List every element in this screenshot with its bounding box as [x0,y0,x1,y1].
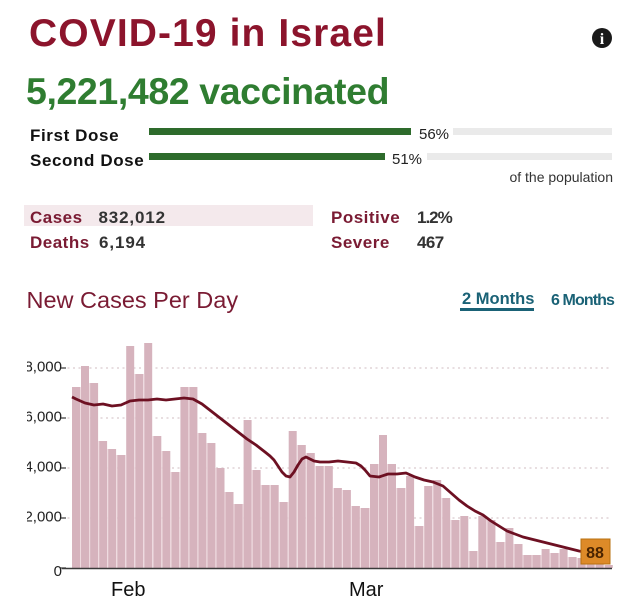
svg-text:Mar: Mar [349,579,384,601]
svg-text:6,000: 6,000 [24,409,62,426]
svg-text:i: i [600,31,605,48]
svg-text:Feb: Feb [111,579,145,601]
svg-text:4,000: 4,000 [24,459,62,476]
svg-text:88: 88 [586,545,604,562]
svg-text:0: 0 [54,563,62,580]
svg-text:2,000: 2,000 [24,509,62,526]
svg-text:8,000: 8,000 [24,359,62,376]
